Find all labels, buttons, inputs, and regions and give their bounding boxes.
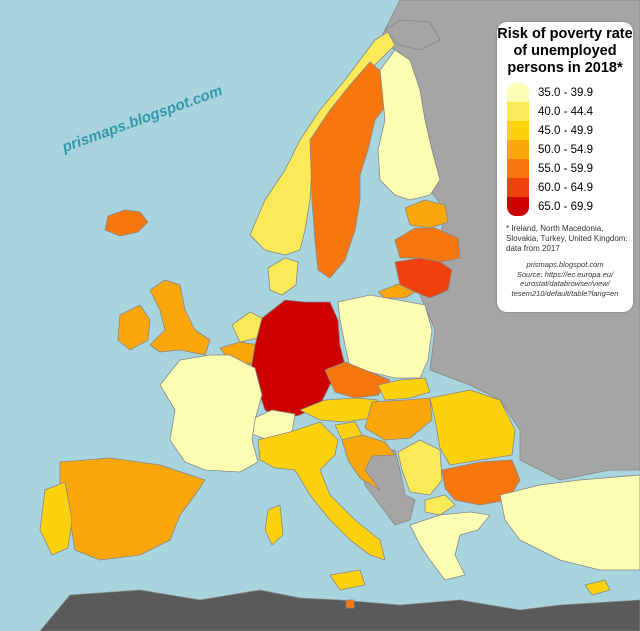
legend-label: 50.0 - 54.9	[538, 143, 593, 156]
legend-item: 60.0 - 64.9	[507, 178, 633, 197]
country-iceland	[104, 209, 149, 237]
country-sardinia	[264, 504, 284, 546]
country-estonia	[404, 199, 449, 229]
country-kaliningrad	[377, 283, 416, 299]
legend-label: 45.0 - 49.9	[538, 124, 593, 137]
country-serbia	[397, 439, 443, 496]
norway-top	[384, 19, 441, 51]
legend-label: 60.0 - 64.9	[538, 181, 593, 194]
country-spain	[59, 457, 206, 561]
source-line: eurostat/databrowser/view/	[520, 279, 610, 288]
country-north-macedonia	[424, 494, 456, 516]
legend-label: 35.0 - 39.9	[538, 86, 593, 99]
country-turkey	[499, 474, 640, 571]
legend-label: 55.0 - 59.9	[538, 162, 593, 175]
country-italy	[257, 421, 386, 561]
legend-label: 65.0 - 69.9	[538, 200, 593, 213]
legend-swatch	[507, 102, 529, 121]
country-france	[159, 354, 263, 473]
country-ireland	[117, 304, 151, 351]
legend-swatch	[507, 159, 529, 178]
country-slovakia	[377, 377, 431, 401]
title-line: Risk of poverty rate	[497, 26, 633, 42]
country-denmark	[267, 257, 299, 296]
source-line: prismaps.blogspot.com	[526, 260, 604, 269]
source-line: tesem210/default/table?lang=en	[511, 288, 619, 298]
footnote-line: * Ireland, North Macedonia,	[506, 224, 604, 233]
legend-label: 40.0 - 44.4	[538, 105, 593, 118]
country-croatia	[341, 434, 396, 491]
country-latvia	[394, 227, 461, 263]
legend-item: 40.0 - 44.4	[507, 102, 633, 121]
legend-item: 35.0 - 39.9	[507, 83, 633, 102]
title-line: persons in 2018*	[507, 60, 623, 76]
legend-swatch	[507, 140, 529, 159]
country-cyprus	[584, 579, 611, 596]
legend-item: 45.0 - 49.9	[507, 121, 633, 140]
legend-item: 65.0 - 69.9	[507, 197, 633, 216]
country-sicily	[329, 569, 366, 591]
country-malta	[345, 599, 355, 609]
footnote-line: data from 2017	[506, 244, 560, 253]
balkans-non-eu	[359, 449, 416, 526]
legend-item: 50.0 - 54.9	[507, 140, 633, 159]
source-line: Source: https://ec.europa.eu/	[516, 269, 614, 279]
legend-items: 35.0 - 39.9 40.0 - 44.4 45.0 - 49.9 50.0…	[507, 83, 633, 216]
legend-swatch	[507, 121, 529, 140]
footnote-line: Slovakia, Turkey, United Kingdom:	[506, 234, 628, 243]
map-title: Risk of poverty rate of unemployed perso…	[497, 26, 633, 77]
title-line: of unemployed	[513, 43, 617, 59]
legend-swatch	[507, 197, 529, 216]
country-sweden	[309, 61, 391, 279]
source-note: prismaps.blogspot.com Source: https://ec…	[497, 260, 633, 298]
africa	[39, 589, 640, 631]
legend-panel: Risk of poverty rate of unemployed perso…	[497, 22, 633, 312]
legend-swatch	[507, 178, 529, 197]
country-romania	[429, 389, 516, 466]
country-greece	[409, 511, 491, 581]
country-portugal	[39, 481, 73, 556]
legend-item: 55.0 - 59.9	[507, 159, 633, 178]
legend-swatch	[507, 83, 529, 102]
country-finland	[377, 49, 441, 201]
country-uk	[149, 279, 211, 356]
country-hungary	[364, 397, 433, 441]
footnote: * Ireland, North Macedonia, Slovakia, Tu…	[506, 224, 628, 254]
